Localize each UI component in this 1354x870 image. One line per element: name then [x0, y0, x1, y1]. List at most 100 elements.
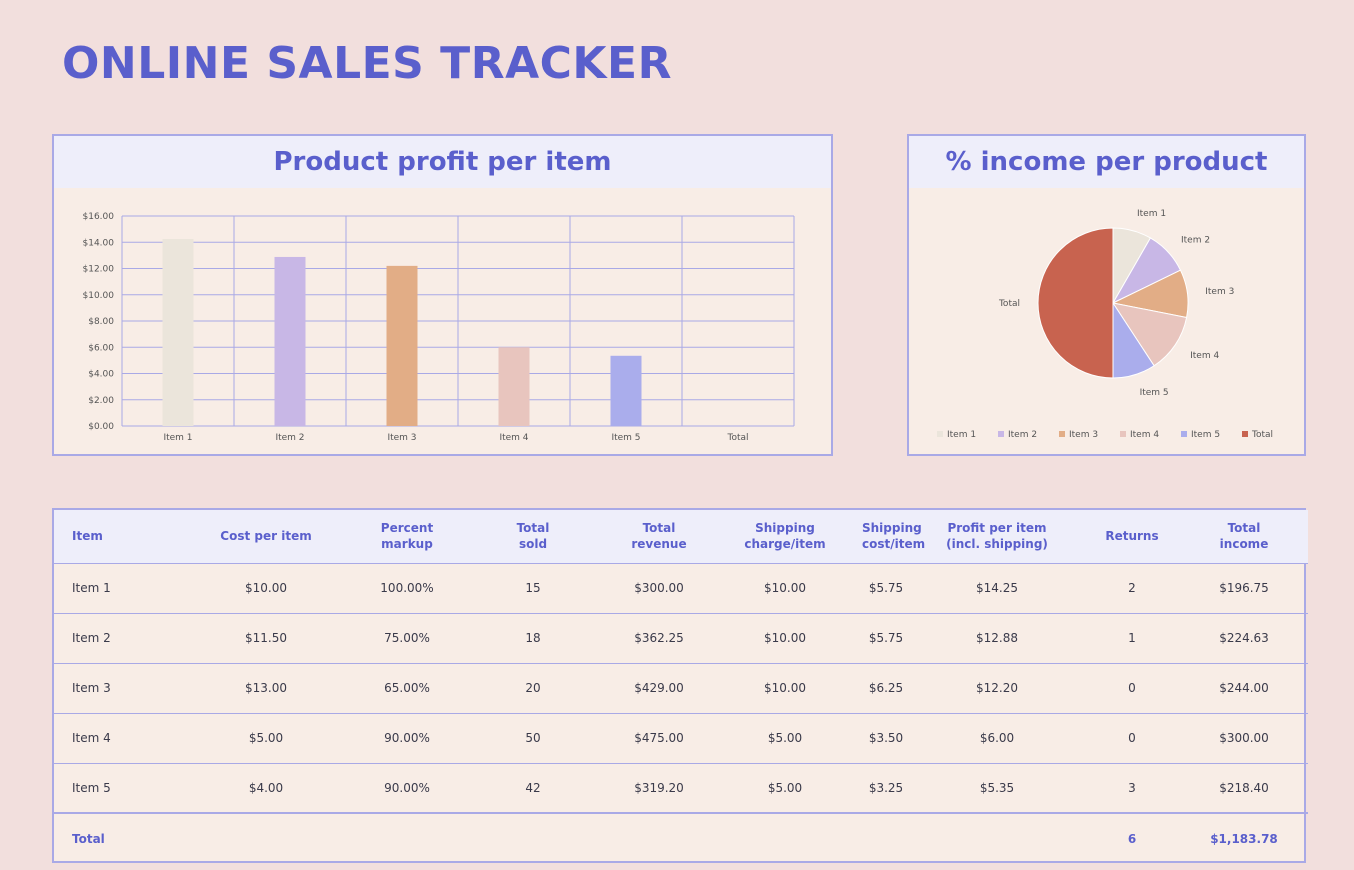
- header-item: Item: [72, 529, 103, 544]
- page-title: ONLINE SALES TRACKER: [62, 38, 672, 89]
- bar-x-tick-label: Item 3: [387, 433, 416, 443]
- bar-x-tick-label: Item 2: [275, 433, 304, 443]
- cell-shipping-cost: $6.25: [868, 681, 904, 695]
- cell-profit-per-item: $6.00: [979, 731, 1015, 745]
- table-cell: [610, 813, 708, 863]
- table-cell: [708, 813, 862, 863]
- pie-chart-title: % income per product: [909, 136, 1304, 188]
- cell-total-income: $300.00: [1219, 731, 1269, 745]
- cell-total-income: $224.63: [1219, 631, 1269, 645]
- legend-entry: Item 4: [1130, 430, 1159, 440]
- total-income: $1,183.78: [1210, 831, 1278, 846]
- legend-swatch: [1059, 431, 1065, 437]
- cell-total-sold: 50: [525, 731, 541, 745]
- cell-item: Item 4: [72, 731, 111, 745]
- legend-swatch: [937, 431, 943, 437]
- legend-entry: Item 3: [1069, 430, 1098, 440]
- pie-slice-label: Total: [998, 299, 1020, 309]
- header-shipping-cost: Shipping cost/item: [862, 521, 926, 552]
- cell-item: Item 5: [72, 780, 111, 795]
- cell-total-revenue: $475.00: [634, 731, 684, 745]
- legend-entry: Item 5: [1191, 430, 1220, 440]
- header-total-income: Total income: [1219, 521, 1269, 552]
- bar-item-4: [498, 347, 530, 426]
- cell-profit-per-item: $14.25: [976, 581, 1018, 595]
- bar-x-tick-label: Item 5: [611, 433, 640, 443]
- cell-shipping-charge: $10.00: [764, 631, 806, 645]
- cell-item: Item 1: [72, 581, 111, 595]
- cell-shipping-cost: $3.50: [868, 731, 904, 745]
- cell-percent-markup: 65.00%: [384, 681, 430, 695]
- table-cell: [358, 813, 456, 863]
- bar-y-tick-label: $0.00: [88, 422, 114, 432]
- cell-shipping-charge: $10.00: [764, 681, 806, 695]
- legend-entry: Item 1: [947, 430, 976, 440]
- cell-total-income: $244.00: [1219, 681, 1269, 695]
- legend-entry: Total: [1251, 430, 1273, 440]
- header-shipping-charge: Shipping charge/item: [744, 521, 826, 552]
- cell-percent-markup: 75.00%: [384, 631, 430, 645]
- bar-x-tick-label: Item 1: [163, 433, 192, 443]
- pie-slice-label: Item 2: [1181, 236, 1210, 246]
- pie-slice-total: [1037, 227, 1114, 379]
- cell-profit-per-item: $12.88: [976, 631, 1018, 645]
- bar-y-tick-label: $16.00: [83, 212, 115, 222]
- cell-cost-per-item: $4.00: [248, 780, 284, 795]
- legend-swatch: [1242, 431, 1248, 437]
- bar-chart: $0.00 $2.00 $4.00 $6.00 $8.00 $10.00 $12.00 $14…: [83, 212, 795, 443]
- cell-percent-markup: 90.00%: [384, 731, 430, 745]
- cell-cost-per-item: $13.00: [245, 681, 287, 695]
- bar-y-tick-label: $14.00: [83, 238, 115, 248]
- total-label: Total: [72, 831, 105, 846]
- bar-y-tick-label: $12.00: [83, 265, 115, 275]
- bar-y-tick-label: $2.00: [88, 396, 114, 406]
- cell-shipping-charge: $5.00: [767, 731, 803, 745]
- cell-total-sold: 42: [525, 780, 541, 795]
- cell-total-revenue: $300.00: [634, 581, 684, 595]
- bar-item-3: [386, 265, 418, 426]
- bar-y-tick-label: $4.00: [88, 370, 114, 380]
- table-row: Item 5 $4.00 90.00% 42 $319.20 $5.00 $3.25 $5.3…: [54, 763, 1308, 813]
- pie-slice-label: Item 1: [1137, 209, 1166, 219]
- cell-total-revenue: $429.00: [634, 681, 684, 695]
- sales-table: Item Cost per item Percent markup Total …: [54, 510, 1308, 863]
- cell-cost-per-item: $10.00: [245, 581, 287, 595]
- legend-swatch: [998, 431, 1004, 437]
- cell-shipping-cost: $3.25: [868, 780, 904, 795]
- header-total-sold: Total sold: [516, 521, 550, 552]
- table-row: Item 1 $10.00 100.00% 15 $300.00 $10.00 $5.75 $…: [54, 563, 1308, 613]
- bar-chart-title: Product profit per item: [54, 136, 831, 188]
- table-cell: [862, 813, 910, 863]
- cell-returns: 2: [1128, 581, 1136, 595]
- cell-total-sold: 15: [525, 581, 541, 595]
- table-cell: [174, 813, 358, 863]
- table-cell: [456, 813, 610, 863]
- table-total-row: Total 6 $1,183.78: [54, 813, 1308, 863]
- cell-item: Item 2: [72, 631, 111, 645]
- table-header-row: Item Cost per item Percent markup Total …: [54, 510, 1308, 563]
- cell-percent-markup: 100.00%: [380, 581, 434, 595]
- pie-slice-item-4: [1111, 302, 1188, 367]
- cell-returns: 0: [1128, 681, 1136, 695]
- cell-total-sold: 20: [525, 681, 541, 695]
- bar-x-tick-label: Item 4: [499, 433, 528, 443]
- cell-total-revenue: $362.25: [634, 631, 684, 645]
- bar-x-tick-label: Total: [726, 433, 748, 443]
- legend-swatch: [1120, 431, 1126, 437]
- pie-slice-label: Item 4: [1190, 351, 1219, 361]
- table-row: Item 3 $13.00 65.00% 20 $429.00 $10.00 $6.25 $1…: [54, 663, 1308, 713]
- cell-profit-per-item: $5.35: [979, 780, 1015, 795]
- cell-cost-per-item: $5.00: [248, 731, 284, 745]
- cell-total-income: $218.40: [1219, 780, 1269, 795]
- cell-returns: 3: [1128, 780, 1136, 795]
- header-cost-per-item: Cost per item: [220, 529, 312, 544]
- sales-table-panel: Item Cost per item Percent markup Total …: [52, 508, 1308, 863]
- total-returns: 6: [1127, 831, 1137, 846]
- header-percent-markup: Percent markup: [380, 521, 434, 552]
- pie-chart: Item 1 Item 2 Item 3 Item 4 Item 5 Total Item …: [937, 209, 1273, 440]
- cell-returns: 0: [1128, 731, 1136, 745]
- cell-shipping-charge: $10.00: [764, 581, 806, 595]
- table-row: Item 4 $5.00 90.00% 50 $475.00 $5.00 $3.50 $6.0…: [54, 713, 1308, 763]
- table-cell: [910, 813, 1084, 863]
